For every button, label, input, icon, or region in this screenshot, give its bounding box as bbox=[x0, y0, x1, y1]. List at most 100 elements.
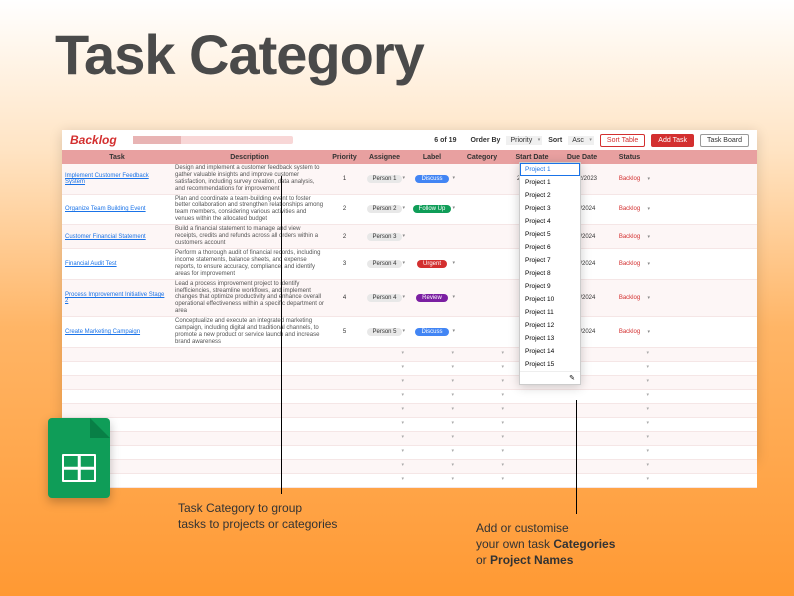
dropdown-option[interactable]: Project 5 bbox=[520, 228, 580, 241]
task-link[interactable]: Financial Audit Test bbox=[65, 261, 117, 267]
col-due: Due Date bbox=[557, 154, 607, 161]
category-cell[interactable] bbox=[457, 236, 507, 238]
sort-select[interactable]: Asc bbox=[568, 136, 594, 145]
task-description: Conceptualize and execute an integrated … bbox=[172, 317, 327, 347]
callout-task-category: Task Category to group tasks to projects… bbox=[178, 500, 337, 532]
empty-row bbox=[62, 446, 757, 460]
empty-row bbox=[62, 432, 757, 446]
assignee-cell[interactable]: Person 3 bbox=[362, 232, 407, 242]
toolbar: Backlog 6 of 19 Order By Priority Sort A… bbox=[62, 130, 757, 150]
sort-table-button[interactable]: Sort Table bbox=[600, 134, 645, 147]
col-category: Category bbox=[457, 154, 507, 161]
empty-row bbox=[62, 474, 757, 488]
label-cell[interactable]: Discuss bbox=[407, 327, 457, 337]
task-link[interactable]: Process Improvement Initiative Stage 2 bbox=[65, 292, 164, 304]
category-cell[interactable] bbox=[457, 331, 507, 333]
dropdown-option[interactable]: Project 13 bbox=[520, 332, 580, 345]
dropdown-option[interactable]: Project 12 bbox=[520, 319, 580, 332]
table-row: Process Improvement Initiative Stage 2 Le… bbox=[62, 280, 757, 317]
category-cell[interactable] bbox=[457, 208, 507, 210]
task-link[interactable]: Create Marketing Campaign bbox=[65, 329, 140, 335]
category-dropdown[interactable]: Project 1 Project 1Project 2Project 3Pro… bbox=[519, 162, 581, 385]
callout-2-line-1: Add or customise bbox=[476, 520, 615, 536]
dropdown-option[interactable]: Project 1 bbox=[520, 176, 580, 189]
task-link[interactable]: Organize Team Building Event bbox=[65, 206, 146, 212]
task-link[interactable]: Implement Customer Feedback System bbox=[65, 173, 149, 185]
label-cell[interactable]: Review bbox=[407, 293, 457, 303]
label-cell[interactable] bbox=[407, 236, 457, 238]
label-cell[interactable]: Urgent bbox=[407, 259, 457, 269]
dropdown-option[interactable]: Project 15 bbox=[520, 358, 580, 371]
dropdown-edit-icon[interactable]: ✎ bbox=[520, 371, 580, 384]
category-cell[interactable] bbox=[457, 263, 507, 265]
task-description: Design and implement a customer feedback… bbox=[172, 164, 327, 194]
task-description: Lead a process improvement project to id… bbox=[172, 280, 327, 316]
table-row: Organize Team Building EventPlan and coo… bbox=[62, 195, 757, 226]
dropdown-option[interactable]: Project 6 bbox=[520, 241, 580, 254]
task-link[interactable]: Customer Financial Statement bbox=[65, 234, 146, 240]
add-task-button[interactable]: Add Task bbox=[651, 134, 694, 147]
dropdown-option[interactable]: Project 11 bbox=[520, 306, 580, 319]
task-board-button[interactable]: Task Board bbox=[700, 134, 749, 147]
dropdown-option[interactable]: Project 10 bbox=[520, 293, 580, 306]
col-status: Status bbox=[607, 154, 652, 161]
task-description: Perform a thorough audit of financial re… bbox=[172, 249, 327, 279]
category-cell[interactable] bbox=[457, 297, 507, 299]
status-cell[interactable]: Backlog bbox=[607, 260, 652, 268]
table-body: Implement Customer Feedback System Design… bbox=[62, 164, 757, 348]
status-cell[interactable]: Backlog bbox=[607, 328, 652, 336]
assignee-cell[interactable]: Person 5 bbox=[362, 327, 407, 337]
table-row: Customer Financial Statement Build a fina… bbox=[62, 225, 757, 249]
dropdown-option[interactable]: Project 9 bbox=[520, 280, 580, 293]
empty-row bbox=[62, 362, 757, 376]
priority-cell: 3 bbox=[327, 260, 362, 268]
callout-customise: Add or customise your own task Categorie… bbox=[476, 520, 615, 569]
dropdown-option[interactable]: Project 4 bbox=[520, 215, 580, 228]
progress-bar bbox=[133, 136, 293, 144]
status-cell[interactable]: Backlog bbox=[607, 294, 652, 302]
col-assignee: Assignee bbox=[362, 154, 407, 161]
table-row: Financial Audit Test Perform a thorough a… bbox=[62, 249, 757, 280]
status-cell[interactable]: Backlog bbox=[607, 175, 652, 183]
dropdown-option[interactable]: Project 7 bbox=[520, 254, 580, 267]
category-cell[interactable] bbox=[457, 178, 507, 180]
label-cell[interactable]: Follow Up bbox=[407, 204, 457, 214]
priority-cell: 2 bbox=[327, 205, 362, 213]
dropdown-option[interactable]: Project 2 bbox=[520, 189, 580, 202]
status-cell[interactable]: Backlog bbox=[607, 205, 652, 213]
col-task: Task bbox=[62, 154, 172, 161]
dropdown-option[interactable]: Project 8 bbox=[520, 267, 580, 280]
assignee-cell[interactable]: Person 2 bbox=[362, 204, 407, 214]
table-header-row: Task Description Priority Assignee Label… bbox=[62, 150, 757, 164]
sort-label: Sort bbox=[548, 137, 562, 144]
hero-title: Task Category bbox=[55, 22, 424, 87]
empty-rows bbox=[62, 348, 757, 488]
orderby-label: Order By bbox=[470, 137, 500, 144]
assignee-cell[interactable]: Person 1 bbox=[362, 174, 407, 184]
priority-cell: 5 bbox=[327, 328, 362, 336]
dropdown-option[interactable]: Project 3 bbox=[520, 202, 580, 215]
sheet-title: Backlog bbox=[70, 133, 117, 147]
col-label: Label bbox=[407, 154, 457, 161]
empty-row bbox=[62, 404, 757, 418]
priority-cell: 4 bbox=[327, 294, 362, 302]
task-description: Build a financial statement to manage an… bbox=[172, 225, 327, 248]
empty-row bbox=[62, 460, 757, 474]
priority-cell: 1 bbox=[327, 175, 362, 183]
dropdown-option[interactable]: Project 14 bbox=[520, 345, 580, 358]
table-row: Implement Customer Feedback System Design… bbox=[62, 164, 757, 195]
google-sheets-icon bbox=[48, 418, 112, 500]
callout-2-line-2: your own task Categories bbox=[476, 536, 615, 552]
empty-row bbox=[62, 390, 757, 404]
orderby-select[interactable]: Priority bbox=[506, 136, 542, 145]
row-counter: 6 of 19 bbox=[434, 137, 456, 144]
assignee-cell[interactable]: Person 4 bbox=[362, 259, 407, 269]
label-cell[interactable]: Discuss bbox=[407, 174, 457, 184]
callout-line-2 bbox=[576, 400, 577, 514]
assignee-cell[interactable]: Person 4 bbox=[362, 293, 407, 303]
callout-2-line-3: or Project Names bbox=[476, 552, 615, 568]
col-description: Description bbox=[172, 154, 327, 161]
dropdown-selected[interactable]: Project 1 bbox=[520, 163, 580, 176]
empty-row bbox=[62, 418, 757, 432]
status-cell[interactable]: Backlog bbox=[607, 233, 652, 241]
